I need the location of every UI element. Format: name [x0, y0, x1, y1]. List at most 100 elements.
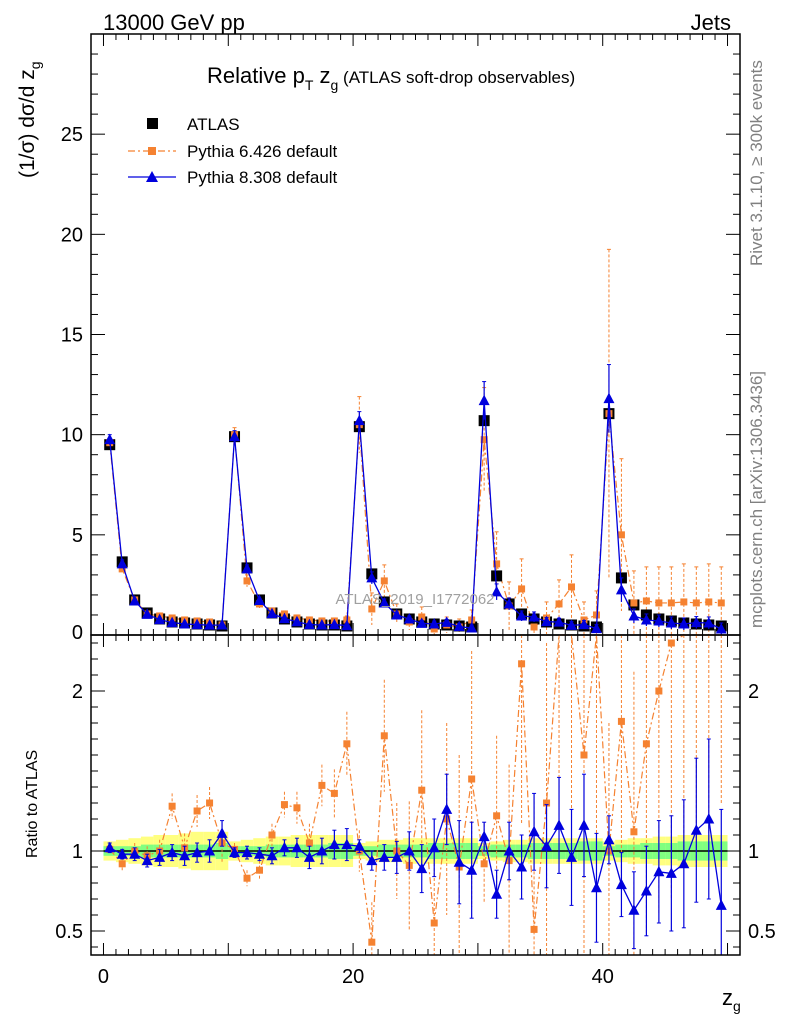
py6-point [568, 583, 576, 591]
ratio-py6-point [468, 775, 476, 783]
ratio-py6-point [193, 807, 201, 815]
ratio-py8-point [179, 849, 191, 861]
ratio-py8-point [353, 840, 365, 851]
legend-py6-label: Pythia 6.426 default [187, 142, 338, 161]
py8-point [353, 414, 365, 426]
ratio-py6-point [305, 839, 313, 847]
main-panel: ATLAS_2019_I1772062 5 10 15 20 25 0 Relative … [16, 33, 741, 644]
py8-point [628, 609, 640, 621]
ratio-py6-point [368, 938, 376, 946]
py6-point [493, 560, 501, 568]
ratio-py6-point [418, 786, 426, 794]
main-ylabel: (1/σ) dσ/d zg [16, 61, 43, 178]
ratio-py6-point [642, 740, 650, 748]
legend-atlas-label: ATLAS [187, 115, 240, 134]
py8-point [678, 617, 690, 629]
main-y-tick-label: 5 [72, 525, 83, 547]
ratio-y-tick-label: 1 [72, 841, 83, 863]
py6-point [630, 599, 638, 607]
ratio-py8-point [703, 813, 715, 824]
py8-point [316, 618, 328, 630]
ratio-py6-point [318, 781, 326, 789]
py8-point [216, 618, 228, 630]
py8-point [166, 616, 178, 628]
title-rest: z [313, 63, 330, 88]
ratio-xlabel: zg [722, 985, 741, 1014]
ratio-py8-point [516, 861, 528, 872]
ratio-axes: 0 20 40 0.5 0.5 1 1 2 2 [55, 635, 776, 988]
py8-point [516, 609, 528, 621]
py8-point [653, 614, 665, 626]
header-right: Jets [691, 10, 731, 35]
py8-point [466, 621, 478, 633]
py8-point [578, 618, 590, 630]
ratio-py8-point [416, 862, 428, 874]
py8-point [553, 616, 565, 627]
ratio-py6-point [330, 789, 338, 797]
py8-point [303, 618, 315, 630]
ratio-y-tick-label: 2 [72, 681, 83, 703]
ratio-data-layer [103, 634, 728, 956]
py8-point [403, 612, 415, 624]
py8-point [603, 392, 615, 404]
main-y-tick-label: 25 [61, 124, 83, 146]
py6-point [418, 613, 426, 621]
ratio-py8-point [678, 857, 690, 869]
ratio-py8-point [378, 851, 390, 862]
ratio-py8-point [640, 885, 652, 896]
py6-point [705, 598, 713, 606]
main-title: Relative pT zg (ATLAS soft-drop observab… [207, 63, 575, 93]
legend: ATLAS Pythia 6.426 default Pythia 8.308 … [128, 115, 338, 187]
py8-point [154, 613, 166, 625]
ratio-frame [90, 634, 741, 956]
py8-point [291, 615, 303, 627]
ratio-py6-point [617, 717, 625, 725]
title-note: (ATLAS soft-drop observables) [338, 68, 575, 87]
py8-point [491, 585, 503, 597]
ratio-py8-line [109, 806, 722, 912]
ratio-py8-point [154, 851, 166, 862]
ratio-py6-point [580, 751, 588, 759]
ratio-ylabel: Ratio to ATLAS [24, 750, 41, 858]
ratio-py8-point [690, 824, 702, 835]
ratio-py8-point [715, 899, 727, 910]
py6-point [592, 611, 600, 619]
ratio-py6-point [380, 732, 388, 740]
header-left: 13000 GeV pp [103, 10, 245, 35]
py8-point [590, 622, 602, 634]
ratio-py6-point [280, 801, 288, 809]
ratio-py6-point [343, 740, 351, 748]
main-y-tick-label-zero: 0 [72, 622, 83, 644]
ratio-py6-point [268, 831, 276, 839]
py8-point [690, 616, 702, 628]
ratio-py8-point [253, 848, 265, 859]
legend-py6-marker [148, 147, 156, 155]
ratio-py8-point [191, 846, 203, 858]
ratio-py8-point [578, 819, 590, 830]
main-y-tick-label: 10 [61, 425, 83, 447]
ratio-py8-point [528, 825, 540, 837]
ratio-py8-point [478, 830, 490, 842]
py6-point [617, 531, 625, 539]
py6-point [717, 599, 725, 607]
ratio-py6-line [109, 634, 722, 943]
ratio-py6-point [518, 660, 526, 668]
py8-point [441, 616, 453, 627]
py6-point [243, 577, 251, 585]
ratio-py6-point [630, 828, 638, 836]
ratio-py8-point [229, 846, 241, 858]
title-sub: T [305, 77, 314, 93]
py8-point [266, 607, 278, 619]
ratio-py8-point [129, 848, 141, 859]
ratio-py8-point [603, 833, 615, 845]
watermark: ATLAS_2019_I1772062 [335, 591, 494, 608]
py8-point [615, 583, 627, 595]
ratio-py8-point [653, 865, 665, 877]
legend-atlas-marker [147, 118, 158, 129]
ratio-py8-point [428, 841, 440, 853]
ratio-x-tick-label: 0 [98, 966, 109, 988]
py8-point [191, 618, 203, 630]
py6-point [480, 436, 488, 444]
ratio-py6-point [530, 925, 538, 933]
